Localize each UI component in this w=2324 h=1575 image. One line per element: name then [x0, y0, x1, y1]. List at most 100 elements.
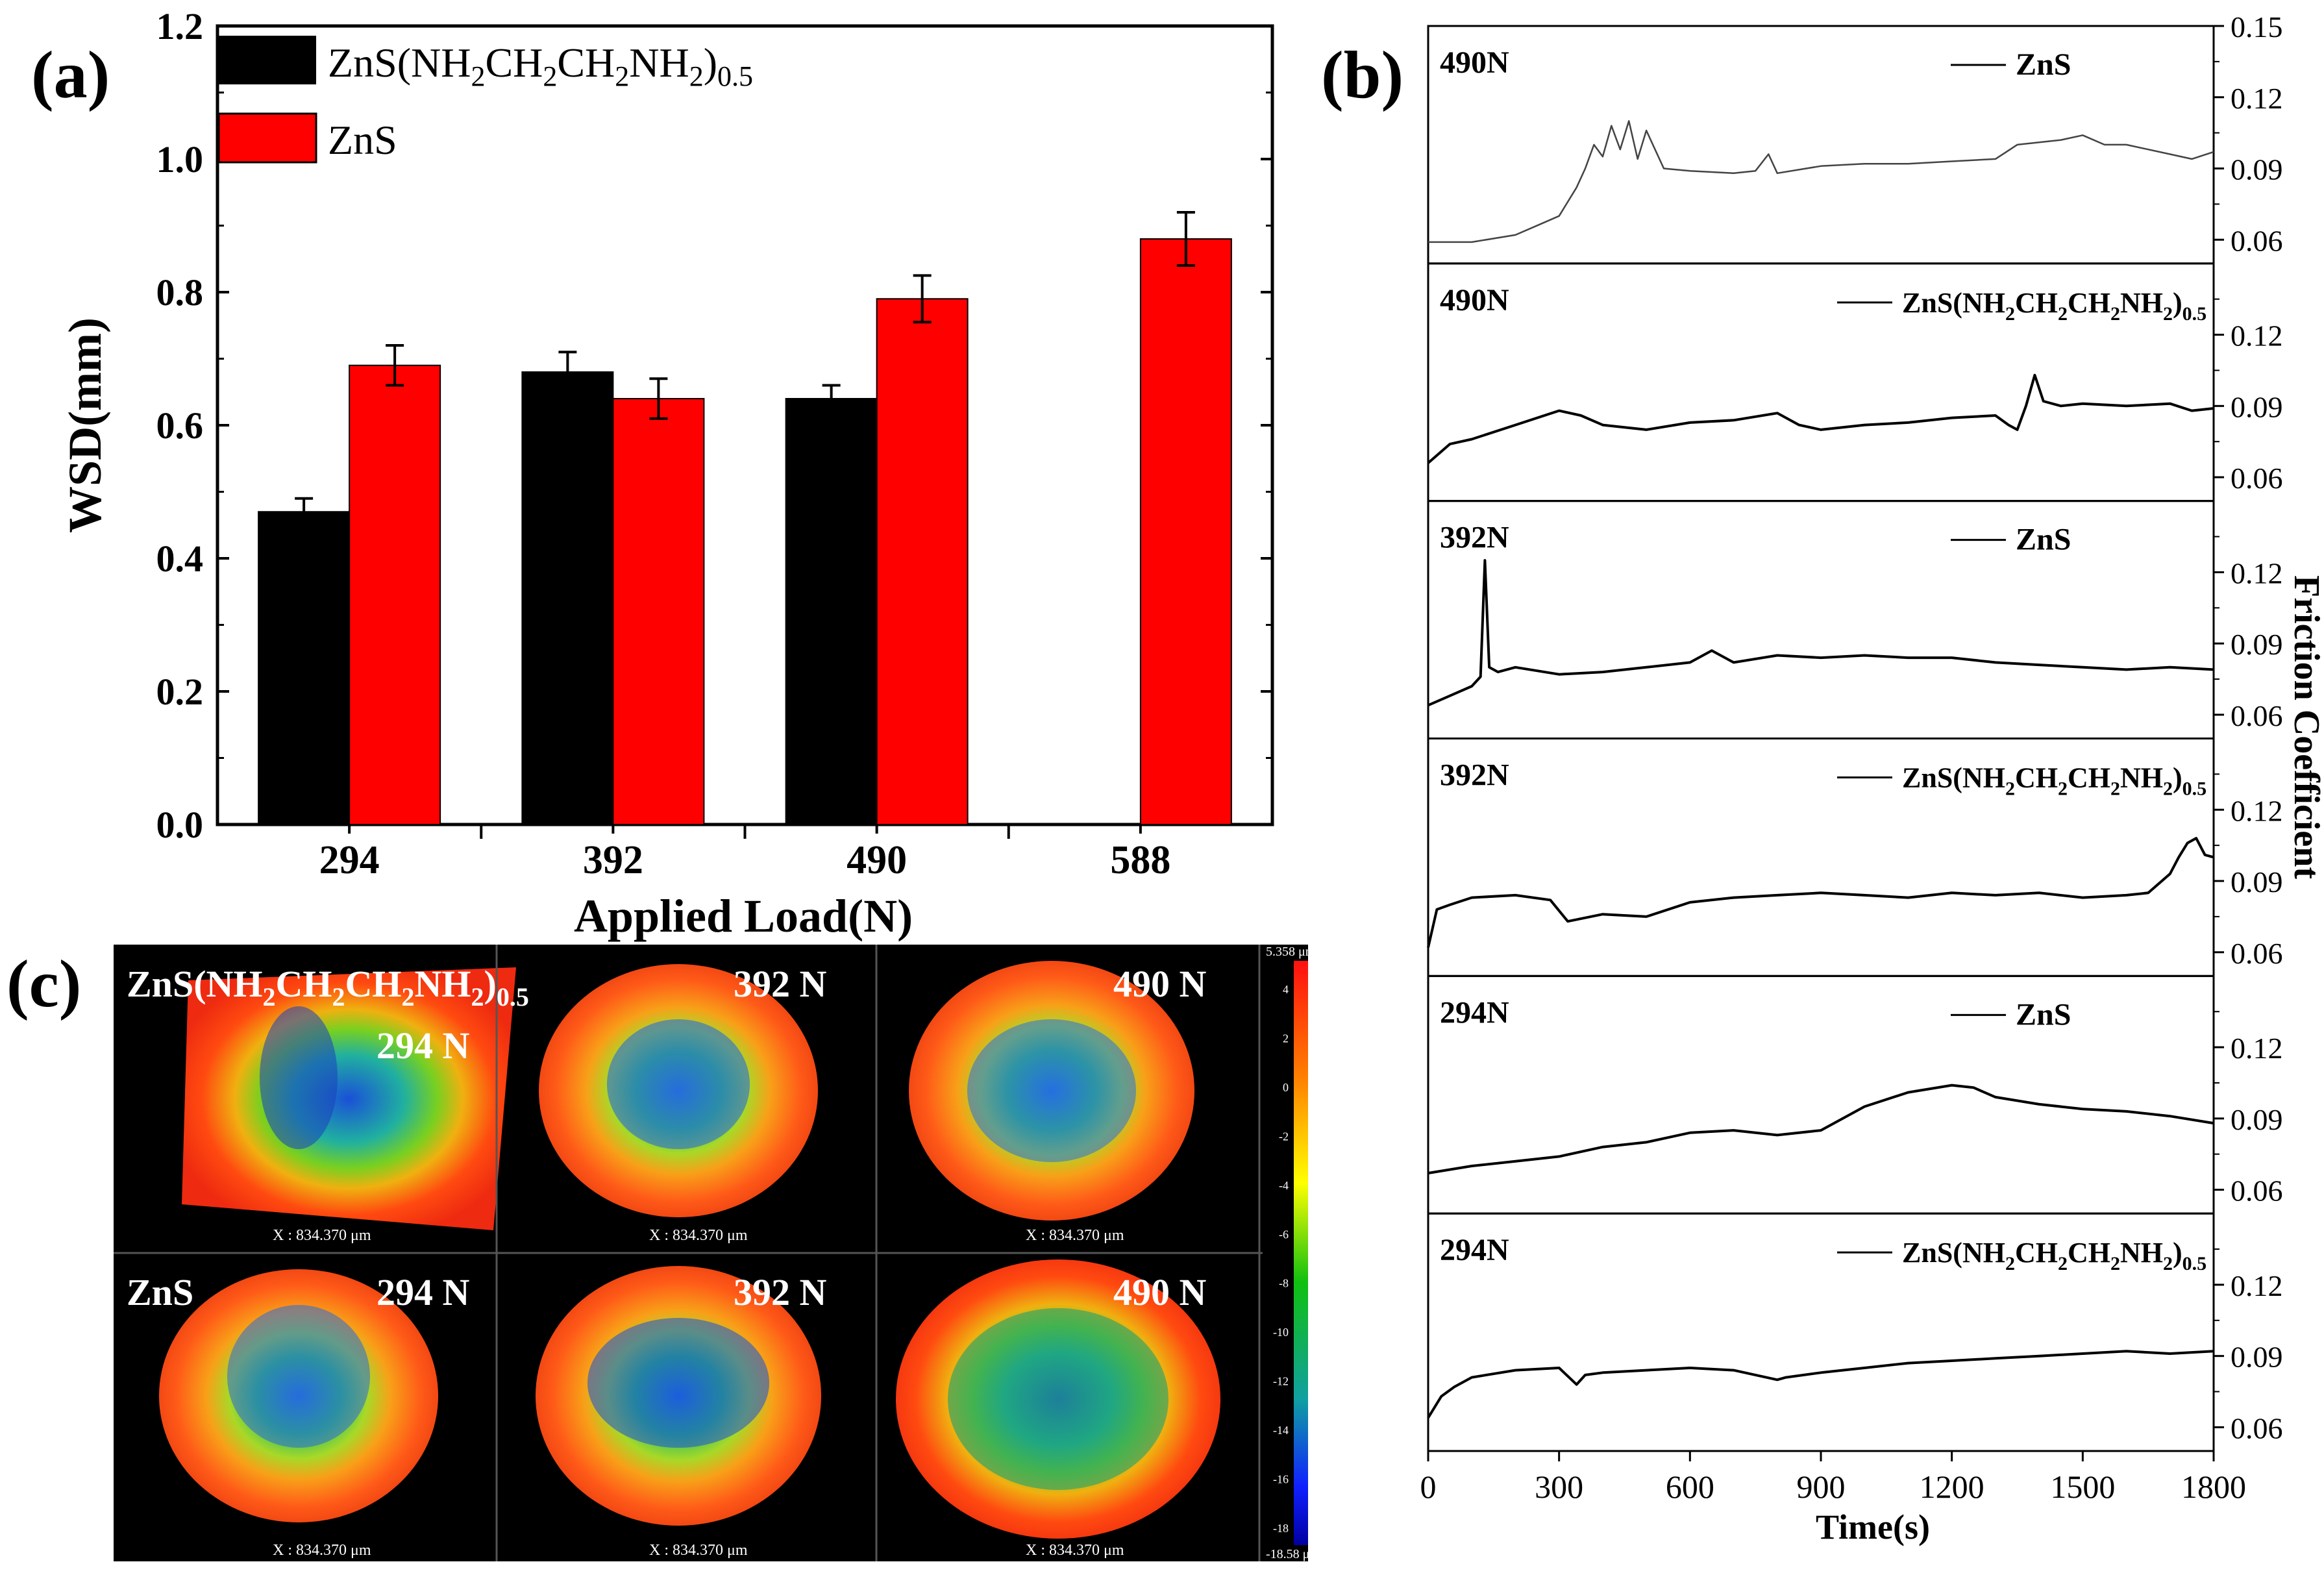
- x-tick-label: 300: [1535, 1469, 1583, 1505]
- y-tick-label: 0.09: [2231, 153, 2283, 186]
- y-tick-label: 0.8: [156, 271, 204, 314]
- x-scale-1: X : 834.370 μm: [273, 1227, 371, 1244]
- panel-label-b: (b): [1321, 38, 1403, 112]
- y-tick-label: 0.09: [2231, 1103, 2283, 1136]
- chart-b-y-label: Friction Coefficient: [2286, 575, 2324, 879]
- load-label: 490N: [1440, 45, 1509, 80]
- friction-subplot-2: 0.06 0.09 0.12 490N ZnS(NH2CH2CH2NH2)0.5: [1427, 262, 2283, 502]
- x-tick-label: 600: [1666, 1469, 1714, 1505]
- y-tick-label: 0.4: [156, 538, 204, 580]
- bar-zns-en-392: [521, 371, 614, 825]
- friction-subplot-3: 0.06 0.09 0.12 392N ZnS: [1427, 500, 2283, 740]
- x-tick-label: 1800: [2181, 1469, 2246, 1505]
- y-tick-label: 0.0: [156, 804, 204, 846]
- chart-a-bars: [258, 211, 1232, 825]
- colorbar-tick-label: 2: [1283, 1032, 1289, 1045]
- chart-a-legend: ZnS(NH2CH2CH2NH2)0.5 ZnS: [217, 36, 753, 164]
- y-tick-label: 0.06: [2231, 699, 2283, 732]
- bar-zns-588: [1139, 238, 1232, 825]
- friction-curve: [1427, 837, 2214, 948]
- colorbar-max: 5.358 μm: [1266, 945, 1316, 959]
- y-tick-label: 0.12: [2231, 1269, 2283, 1302]
- x-scale-4: X : 834.370 μm: [273, 1542, 371, 1559]
- colorbar-tick-label: -14: [1273, 1424, 1289, 1437]
- chart-a: 0.0 0.2 0.4 0.6 0.8 1.0 1.2 294 392 490 588 WSD(m…: [59, 5, 1274, 942]
- legend-swatch-series-1: [219, 36, 316, 84]
- y-tick-label: 0.09: [2231, 390, 2283, 423]
- x-tick-label: 0: [1420, 1469, 1437, 1505]
- y-tick-label: 0.6: [156, 404, 204, 447]
- colorbar-tick-label: -6: [1279, 1228, 1289, 1241]
- y-tick-label: 0.09: [2231, 1341, 2283, 1374]
- chart-a-x-ticks: 294 392 490 588: [319, 825, 1170, 882]
- y-tick-label: 1.0: [156, 138, 204, 180]
- scar-image-r1-294: [182, 967, 516, 1230]
- friction-curve: [1428, 1084, 2214, 1174]
- friction-subplot-4: 0.06 0.09 0.12 392N ZnS(NH2CH2CH2NH2)0.5: [1427, 738, 2283, 977]
- y-tick-label: 0.12: [2231, 794, 2283, 827]
- chart-b-x-ticks: 0 300 600 900 1200 1500 1800: [1420, 1451, 2246, 1505]
- scar-image-r1-490: [909, 961, 1194, 1221]
- x-scale-6: X : 834.370 μm: [1026, 1542, 1124, 1559]
- panel-c-profilometry: X : 834.370 μm X : 834.370 μm X : 834.37…: [114, 945, 1320, 1561]
- scar-image-r2-490: [896, 1259, 1220, 1539]
- bar-zns-294: [349, 364, 441, 825]
- panel-label-c: (c): [6, 947, 81, 1021]
- legend-text: ZnS(NH2CH2CH2NH2)0.5: [1902, 1237, 2207, 1274]
- subplot-frame: [1427, 25, 2215, 265]
- load-label: 392N: [1440, 521, 1509, 555]
- y-tick-label: 1.2: [156, 5, 204, 47]
- load-label: 392N: [1440, 758, 1509, 793]
- x-tick-label: 1200: [1920, 1469, 1984, 1505]
- colorbar-tick-label: -12: [1273, 1375, 1289, 1388]
- legend-text: ZnS(NH2CH2CH2NH2)0.5: [1902, 762, 2207, 800]
- x-tick-label: 294: [319, 838, 380, 882]
- y-tick-label: 0.12: [2231, 319, 2283, 353]
- colorbar-tick-label: -16: [1273, 1473, 1289, 1486]
- friction-curve: [1427, 1350, 2214, 1419]
- colorbar: [1294, 961, 1308, 1545]
- colorbar-tick-label: -2: [1279, 1130, 1289, 1143]
- colorbar-ticks: 4 2 0 -2 -4 -6 -8 -10 -12 -14 -16 -18: [1273, 983, 1289, 1535]
- row2-label: ZnS: [127, 1271, 193, 1313]
- colorbar-tick-label: 4: [1283, 983, 1289, 996]
- y-tick-label: 0.06: [2231, 224, 2283, 257]
- legend-text: ZnS: [2016, 523, 2071, 557]
- legend-text: ZnS: [2016, 997, 2071, 1032]
- chart-b-x-label: Time(s): [1816, 1507, 1930, 1546]
- y-tick-label: 0.06: [2231, 1174, 2283, 1208]
- subplot-frame: [1427, 500, 2215, 740]
- friction-curve: [1427, 373, 2214, 464]
- x-tick-label: 392: [583, 838, 643, 882]
- load-r1-392: 392 N: [734, 963, 827, 1005]
- load-r2-294: 294 N: [377, 1271, 470, 1313]
- load-label: 294N: [1440, 1233, 1509, 1267]
- y-tick-label: 0.2: [156, 671, 204, 713]
- legend-label-series-1: ZnS(NH2CH2CH2NH2)0.5: [328, 40, 753, 92]
- load-label: 294N: [1440, 995, 1509, 1030]
- scar-image-r2-392: [539, 964, 818, 1217]
- bar-zns-en-490: [785, 398, 878, 825]
- y-tick-label: 0.15: [2231, 10, 2283, 43]
- panel-label-a: (a): [31, 38, 110, 112]
- colorbar-tick-label: -8: [1279, 1277, 1289, 1290]
- colorbar-min: -18.58 μm: [1266, 1547, 1320, 1561]
- y-tick-label: 0.06: [2231, 937, 2283, 970]
- chart-b-panels: 0.06 0.09 0.12 0.15 490N ZnS 0.06 0.09 0.12 490N Z…: [1427, 10, 2283, 1452]
- subplot-frame: [1427, 974, 2215, 1215]
- friction-curve: [1428, 559, 2214, 707]
- friction-curve: [1428, 120, 2214, 243]
- bar-zns-490: [876, 298, 969, 825]
- colorbar-tick-label: 0: [1283, 1081, 1289, 1094]
- y-tick-label: 0.12: [2231, 1032, 2283, 1065]
- load-r2-490: 490 N: [1113, 1271, 1207, 1313]
- y-tick-label: 0.12: [2231, 82, 2283, 115]
- y-tick-label: 0.06: [2231, 462, 2283, 495]
- scar-image-r2-294: [159, 1269, 438, 1522]
- legend-text: ZnS(NH2CH2CH2NH2)0.5: [1902, 287, 2207, 325]
- x-scale-3: X : 834.370 μm: [1026, 1227, 1124, 1244]
- x-tick-label: 490: [847, 838, 907, 882]
- legend-label-series-2: ZnS: [328, 117, 397, 163]
- legend-text: ZnS: [2016, 47, 2071, 82]
- scar-image-r2-392b: [536, 1266, 821, 1526]
